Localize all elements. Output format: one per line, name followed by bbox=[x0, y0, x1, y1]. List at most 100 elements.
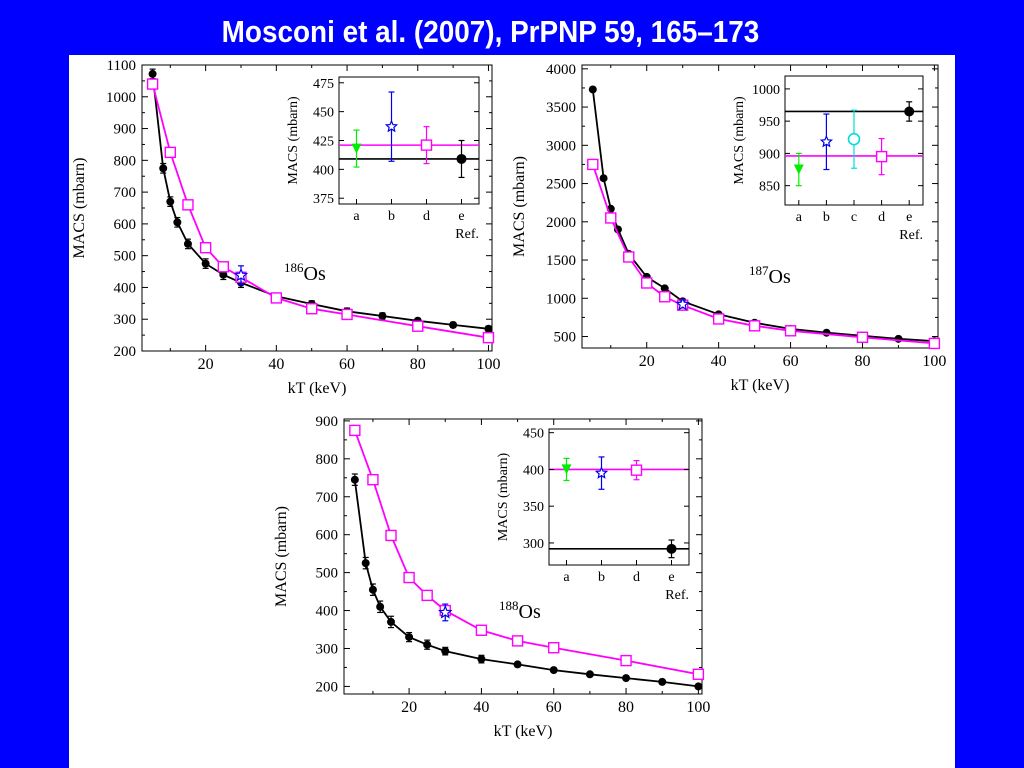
inset-y-tick-label: 1000 bbox=[752, 83, 780, 98]
inset-x-tick-label: a bbox=[353, 209, 360, 224]
inset-x-tick-label: e bbox=[458, 209, 464, 224]
inset-x-tick-label: e bbox=[906, 210, 912, 225]
inset-x-tick-label: c bbox=[851, 210, 857, 225]
inset-data-point bbox=[847, 132, 861, 146]
y-tick-label: 800 bbox=[316, 452, 339, 468]
inset-x-tick-label: d bbox=[423, 209, 430, 224]
inset-y-tick-label: 375 bbox=[313, 192, 334, 207]
y-tick-label: 900 bbox=[316, 414, 339, 430]
data-point bbox=[511, 635, 524, 647]
data-point bbox=[183, 239, 192, 248]
data-point bbox=[856, 331, 869, 343]
y-tick-label: 500 bbox=[316, 566, 339, 582]
x-tick-label: 40 bbox=[711, 353, 727, 370]
x-tick-label: 60 bbox=[546, 699, 562, 716]
data-point bbox=[405, 633, 414, 642]
chart-188-os: 20 40 60 80 100 kT (keV) 200 300 400 500 600 700 800… bbox=[273, 414, 710, 740]
data-point bbox=[748, 320, 761, 332]
y-axis-label: MACS (mbarn) bbox=[511, 156, 528, 257]
data-point bbox=[219, 270, 228, 279]
y-tick-label: 200 bbox=[114, 344, 137, 360]
inset-data-point bbox=[594, 466, 609, 479]
y-tick-label: 300 bbox=[114, 312, 137, 328]
inset-data-point bbox=[351, 143, 362, 154]
data-point bbox=[659, 291, 671, 303]
isotope-symbol: Os bbox=[304, 263, 326, 285]
data-point bbox=[376, 602, 385, 611]
x-tick-label: 20 bbox=[401, 699, 417, 716]
inset-188-os: 300 350 400 450 a b d e Ref. MACS (mbarn) bbox=[496, 427, 690, 603]
data-point bbox=[712, 313, 725, 325]
y-tick-label: 900 bbox=[114, 122, 137, 138]
y-tick-label: 700 bbox=[316, 490, 339, 506]
data-point bbox=[173, 218, 182, 227]
isotope-label: 187Os bbox=[749, 263, 791, 288]
x-tick-label: 40 bbox=[473, 699, 489, 716]
inset-y-tick-label: 475 bbox=[313, 77, 334, 92]
inset-x-tick-label: e bbox=[668, 570, 674, 585]
inset-x-tick-label: b bbox=[823, 210, 830, 225]
isotope-symbol: Os bbox=[519, 601, 541, 623]
x-tick-label: 20 bbox=[639, 353, 655, 370]
inset-data-point bbox=[630, 464, 643, 476]
inset-x-tick-label: a bbox=[796, 210, 803, 225]
isotope-mass: 188 bbox=[499, 598, 519, 613]
inset-data-point bbox=[561, 464, 572, 475]
data-point bbox=[548, 642, 560, 654]
highlight-point bbox=[437, 604, 453, 619]
inset-data-point bbox=[456, 153, 467, 164]
x-tick-label: 80 bbox=[410, 356, 426, 373]
data-point bbox=[694, 682, 703, 691]
x-tick-label: 100 bbox=[686, 699, 710, 716]
y-tick-label: 600 bbox=[114, 217, 137, 233]
data-point bbox=[605, 212, 617, 224]
inset-y-tick-label: 850 bbox=[759, 180, 780, 195]
y-tick-label: 2000 bbox=[546, 215, 576, 231]
x-tick-label: 80 bbox=[854, 353, 870, 370]
data-point bbox=[482, 331, 495, 344]
y-tick-label: 400 bbox=[316, 604, 339, 620]
data-point bbox=[658, 677, 667, 686]
inset-y-tick-label: 300 bbox=[523, 537, 544, 552]
data-point bbox=[423, 640, 432, 649]
y-tick-label: 2500 bbox=[546, 177, 576, 193]
data-point bbox=[928, 337, 941, 350]
data-point bbox=[641, 277, 653, 289]
isotope-mass: 187 bbox=[749, 263, 769, 278]
series-measured bbox=[350, 473, 703, 691]
inset-frame bbox=[338, 76, 480, 205]
x-tick-label: 80 bbox=[618, 699, 634, 716]
y-tick-label: 1000 bbox=[106, 90, 136, 106]
figure-panel: 20 40 60 80 100 kT (keV) 200 300 400 500 600 700 800… bbox=[69, 55, 955, 768]
data-point bbox=[441, 647, 450, 656]
data-point bbox=[385, 529, 397, 542]
data-point bbox=[412, 320, 424, 332]
isotope-symbol: Os bbox=[769, 266, 791, 288]
y-tick-label: 600 bbox=[316, 528, 339, 544]
y-tick-label: 1000 bbox=[546, 291, 576, 307]
inset-x-axis-label: Ref. bbox=[665, 588, 689, 603]
inset-data-point bbox=[384, 119, 399, 133]
inset-y-tick-label: 425 bbox=[313, 135, 334, 150]
data-point bbox=[403, 571, 415, 584]
data-point bbox=[368, 585, 377, 594]
data-point bbox=[549, 666, 558, 675]
data-point bbox=[588, 85, 597, 94]
inset-186-os: 375 400 425 450 475 a b d e Ref. MACS (mbarn) bbox=[286, 76, 480, 242]
inset-x-tick-label: d bbox=[633, 570, 640, 585]
data-point bbox=[623, 251, 635, 263]
x-tick-label: 60 bbox=[339, 356, 355, 373]
y-tick-label: 1500 bbox=[546, 253, 576, 269]
x-tick-label: 100 bbox=[476, 356, 500, 373]
y-tick-label: 500 bbox=[114, 249, 137, 265]
data-point bbox=[166, 197, 175, 206]
y-tick-label: 400 bbox=[114, 280, 137, 296]
inset-y-tick-label: 900 bbox=[759, 147, 780, 162]
data-point bbox=[894, 334, 903, 343]
data-point bbox=[182, 199, 194, 211]
plot-frame bbox=[343, 418, 703, 695]
macs-charts: 20 40 60 80 100 kT (keV) 200 300 400 500 600 700 800… bbox=[71, 58, 946, 740]
data-point bbox=[660, 284, 669, 293]
inset-y-axis-label: MACS (mbarn) bbox=[496, 453, 511, 542]
data-point bbox=[692, 668, 705, 680]
